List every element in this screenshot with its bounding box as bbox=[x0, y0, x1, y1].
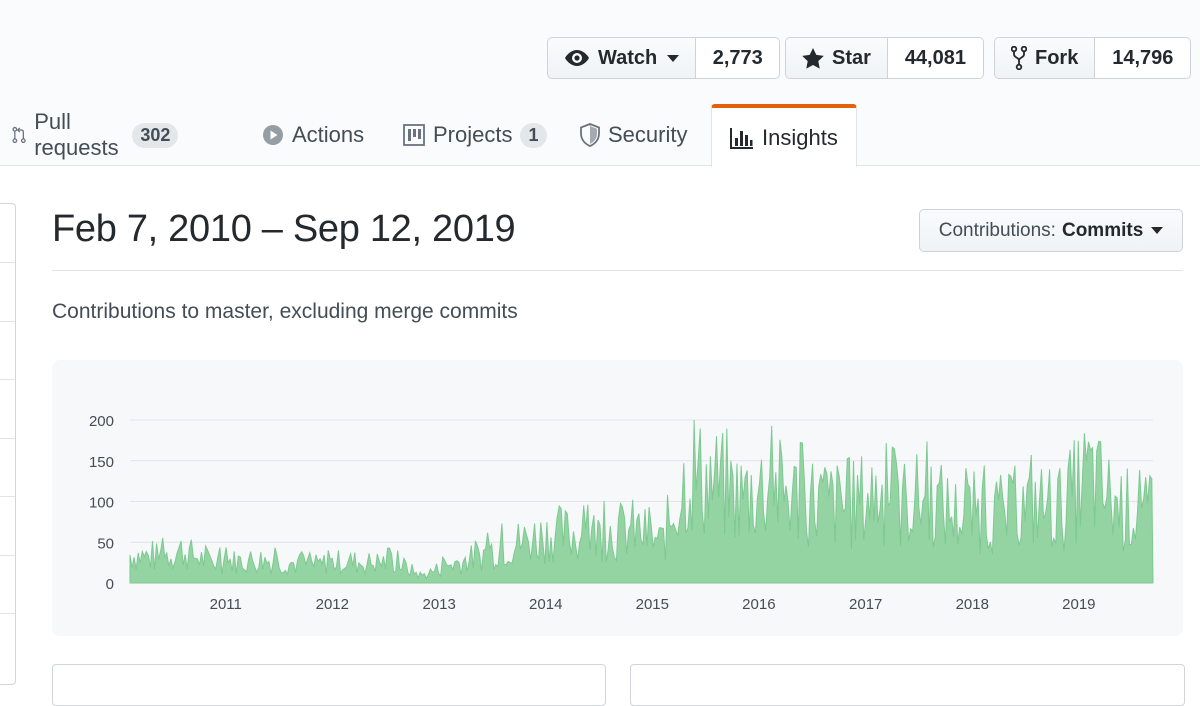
watch-group: Watch 2,773 bbox=[547, 37, 781, 79]
fork-button[interactable]: Fork bbox=[994, 37, 1096, 79]
fork-icon bbox=[1011, 46, 1027, 70]
tab-label: Pull requests bbox=[34, 109, 119, 160]
chart-subtitle: Contributions to master, excluding merge… bbox=[52, 300, 518, 323]
tab-label: Projects bbox=[433, 122, 513, 147]
star-label: Star bbox=[832, 46, 871, 69]
chart-series bbox=[129, 419, 1154, 584]
menu-divider bbox=[0, 321, 15, 322]
dropdown-value: Commits bbox=[1061, 219, 1144, 241]
star-icon bbox=[802, 47, 824, 69]
project-icon bbox=[403, 124, 425, 146]
contributor-card bbox=[630, 664, 1185, 706]
counter-badge: 302 bbox=[132, 122, 179, 148]
menu-divider bbox=[0, 555, 15, 556]
watch-button[interactable]: Watch bbox=[547, 37, 697, 79]
pull-request-icon bbox=[12, 126, 26, 144]
y-tick-label: 200 bbox=[89, 413, 114, 430]
menu-divider bbox=[0, 613, 15, 614]
watch-count[interactable]: 2,773 bbox=[696, 37, 781, 79]
contributions-dropdown[interactable]: Contributions: Commits bbox=[919, 209, 1183, 252]
star-group: Star 44,081 bbox=[785, 37, 984, 79]
tab-projects[interactable]: Projects 1 bbox=[403, 104, 547, 166]
tab-label: Security bbox=[608, 122, 688, 147]
repo-header: Watch 2,773 Star 44,081 Fork 14,796 bbox=[0, 0, 1200, 167]
y-tick-label: 100 bbox=[89, 495, 114, 512]
date-range-title: Feb 7, 2010 – Sep 12, 2019 bbox=[52, 208, 516, 250]
commits-area bbox=[129, 419, 1154, 584]
y-axis: 0 50 100 150 200 bbox=[89, 413, 114, 593]
play-icon bbox=[263, 125, 283, 145]
tab-insights[interactable]: Insights bbox=[711, 104, 857, 167]
tab-pull-requests[interactable]: Pull requests 302 bbox=[12, 104, 179, 166]
contributor-card bbox=[52, 664, 606, 706]
star-count[interactable]: 44,081 bbox=[887, 37, 984, 79]
star-button[interactable]: Star bbox=[785, 37, 888, 79]
x-tick-label: 2011 bbox=[210, 596, 242, 613]
insights-sidebar-menu[interactable] bbox=[0, 203, 16, 685]
tab-actions[interactable]: Actions bbox=[262, 104, 364, 166]
x-tick-label: 2012 bbox=[316, 596, 349, 613]
menu-divider bbox=[0, 262, 15, 263]
menu-divider bbox=[0, 379, 15, 380]
counter-badge: 1 bbox=[520, 122, 547, 148]
menu-divider bbox=[0, 496, 15, 497]
x-tick-label: 2018 bbox=[956, 596, 989, 613]
x-tick-label: 2013 bbox=[422, 596, 455, 613]
chevron-down-icon bbox=[667, 54, 680, 62]
x-axis: 2011 2012 2013 2014 2015 2016 2017 2018 2019 bbox=[210, 596, 1096, 613]
y-tick-label: 0 bbox=[106, 576, 114, 593]
fork-count[interactable]: 14,796 bbox=[1095, 37, 1192, 79]
x-tick-label: 2019 bbox=[1062, 596, 1095, 613]
x-tick-label: 2014 bbox=[529, 596, 562, 613]
x-tick-label: 2016 bbox=[742, 596, 775, 613]
dropdown-prefix: Contributions: bbox=[938, 219, 1056, 241]
tab-label: Actions bbox=[292, 122, 365, 147]
shield-icon bbox=[580, 123, 600, 147]
watch-label: Watch bbox=[598, 46, 658, 69]
y-tick-label: 50 bbox=[97, 535, 114, 552]
x-tick-label: 2015 bbox=[636, 596, 669, 613]
tab-label: Insights bbox=[762, 124, 838, 150]
contributions-chart-panel: 0 50 100 150 200 2011 2012 2013 2014 2015 2016 201… bbox=[52, 360, 1183, 636]
eye-icon bbox=[565, 50, 589, 66]
chevron-down-icon bbox=[1151, 227, 1164, 234]
divider bbox=[52, 270, 1183, 271]
x-tick-label: 2017 bbox=[849, 596, 882, 613]
fork-group: Fork 14,796 bbox=[994, 37, 1192, 79]
tab-security[interactable]: Security bbox=[580, 104, 687, 166]
y-tick-label: 150 bbox=[89, 454, 114, 471]
fork-label: Fork bbox=[1035, 46, 1079, 69]
menu-divider bbox=[0, 438, 15, 439]
graph-icon bbox=[730, 127, 753, 149]
